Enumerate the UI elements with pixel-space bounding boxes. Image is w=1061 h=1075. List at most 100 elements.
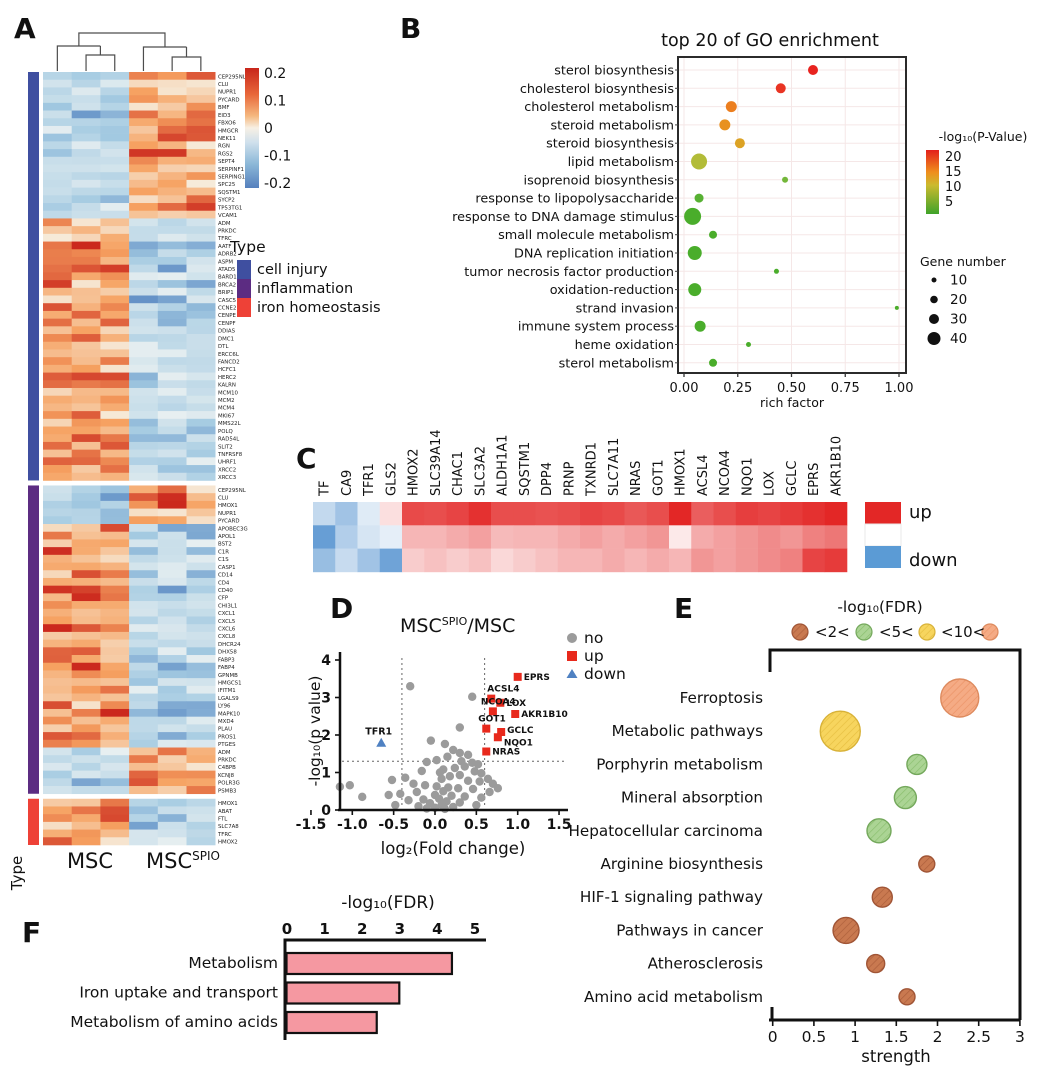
heatmap-cell [129, 837, 159, 846]
gene-label: SERPING1 [218, 175, 245, 181]
pathway-bubble [865, 953, 886, 974]
heatmap-cell [186, 310, 216, 319]
heatmap-cell [43, 655, 72, 664]
heatmap-cell [129, 493, 159, 502]
heatmap-cell [129, 508, 159, 517]
bar-label: Iron uptake and transport [79, 984, 278, 1002]
go-term-label: cholesterol biosynthesis [520, 82, 674, 97]
heatmap-cell [157, 829, 187, 838]
pathway-label: Pathways in cancer [616, 921, 763, 939]
volcano-point-no [493, 784, 503, 793]
heatmap-cell [129, 577, 159, 586]
type-strip-1 [28, 485, 39, 794]
heatmap-cell [129, 149, 159, 158]
gene-label: DDIAS [218, 329, 236, 335]
pathway-label: Hepatocellular carcinoma [569, 822, 763, 840]
heatmap-cell [100, 616, 130, 625]
heatmap-cell [71, 357, 101, 366]
heatmap-cell [157, 79, 187, 88]
heatmap-cell [100, 295, 130, 304]
heatmap-cell [71, 164, 101, 173]
gene-label: CD4 [218, 580, 230, 586]
heatmap-cell [43, 472, 72, 481]
go-term-label: sterol biosynthesis [554, 64, 674, 79]
heatmap-cell [43, 203, 72, 212]
heatmap-cell [186, 570, 216, 579]
go-term-label: tumor necrosis factor production [464, 265, 674, 280]
go-term-label: small molecule metabolism [498, 228, 674, 243]
gene-label: UHRF1 [218, 460, 236, 466]
heatmap-cell [186, 593, 216, 602]
go-dot [773, 268, 779, 274]
volcano-point-up [482, 724, 491, 733]
heatmap-cell [43, 778, 72, 787]
volcano-point-no [414, 802, 423, 811]
heatmap-cell [71, 601, 101, 610]
volcano-point-up [487, 694, 496, 703]
heatmap-cell [157, 141, 187, 150]
gene-label: ABAT [218, 809, 233, 815]
pathway-label: Mineral absorption [621, 789, 763, 807]
heatmap-cell [43, 647, 72, 656]
legend-up-label: up [909, 502, 932, 523]
y-tick-label: 2 [321, 728, 331, 744]
heatmap-cell [43, 310, 72, 319]
gene-label: PYCARD [218, 519, 239, 525]
heatmap-cell [71, 547, 101, 556]
heatmap-cell [100, 472, 130, 481]
heatmap-cell [100, 647, 130, 656]
heatmap-cell [129, 372, 159, 381]
heatmap-cell [43, 457, 72, 466]
heatmap-cell [100, 318, 130, 327]
volcano-point-no [455, 770, 465, 780]
legend-up-swatch [865, 502, 901, 524]
heatmap-cell [71, 631, 101, 640]
gene-label: FABP3 [218, 657, 235, 663]
heatmap-cell [424, 548, 447, 573]
heatmap-cell [100, 102, 130, 111]
heatmap-cell [43, 449, 72, 458]
heatmap-cell [129, 601, 159, 610]
heatmap-cell [129, 102, 159, 111]
heatmap-cell [186, 639, 216, 648]
plot-frame [768, 648, 1022, 1020]
gene-label: SYCP2 [218, 198, 235, 204]
heatmap-cell [186, 341, 216, 350]
heatmap-cell [43, 357, 72, 366]
volcano-point-no [417, 766, 426, 776]
heatmap-cell [100, 110, 130, 119]
heatmap-cell [186, 821, 216, 830]
heatmap-cell [71, 472, 101, 481]
x-tick-label: 0 [282, 920, 292, 938]
heatmap-cell [100, 500, 130, 509]
heatmap-cell [186, 562, 216, 571]
volcano-point-no [420, 781, 430, 790]
heatmap-cell [186, 500, 216, 509]
x-tick-label: 1 [850, 1028, 860, 1046]
gene-column-label: GCLC [785, 461, 800, 496]
heatmap-cell [100, 798, 130, 807]
heatmap-cell [669, 502, 692, 526]
heatmap-cell [157, 233, 187, 242]
heatmap-cell [157, 118, 187, 127]
heatmap-cell [157, 72, 187, 81]
heatmap-cell [43, 485, 72, 494]
heatmap-cell [71, 516, 101, 525]
gene-label: EID3 [218, 113, 231, 119]
heatmap-cell [646, 548, 670, 573]
heatmap-cell [691, 525, 714, 549]
heatmap-cell [186, 434, 216, 443]
heatmap-cell [780, 502, 803, 526]
panel-f-bar-canvas: -log₁₀(FDR) 0 1 2 3 4 5 Metabolism Iron uptake a… [70, 893, 486, 1040]
x-tick-label: 1.00 [885, 381, 914, 396]
volcano-point-no [396, 789, 405, 799]
heatmap-cell [335, 525, 358, 549]
heatmap-cell [157, 403, 187, 412]
heatmap-cell [129, 647, 159, 656]
heatmap-cell [129, 786, 159, 795]
panel-c-heatmap-canvas: TF CA9 TFR1 GLS2 HMOX2 SLC39A14 CHAC1 SLC3A2 ALD… [313, 429, 958, 573]
heatmap-cell [186, 655, 216, 664]
heatmap-cell [71, 280, 101, 289]
legend-up-label: up [584, 647, 604, 665]
volcano-point-up [496, 698, 505, 707]
